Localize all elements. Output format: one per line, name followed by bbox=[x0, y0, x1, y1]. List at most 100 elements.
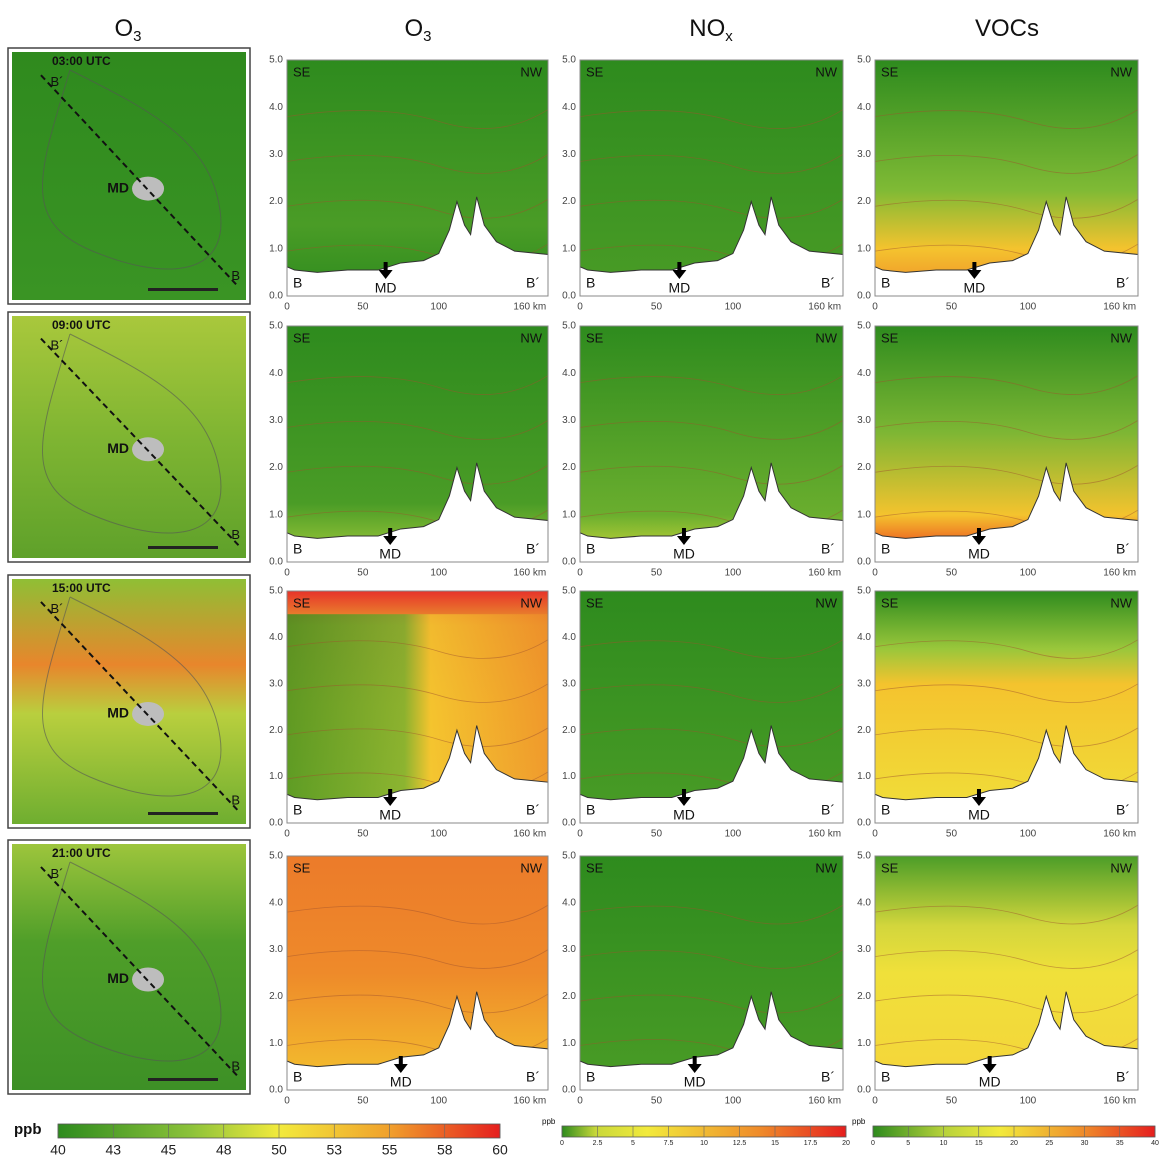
x-tick-label: 100 bbox=[725, 1096, 742, 1107]
isoline bbox=[579, 904, 844, 925]
label-b-prime: B´ bbox=[526, 275, 540, 291]
y-tick-label: 5.0 bbox=[269, 586, 283, 597]
label-b-prime: B´ bbox=[821, 541, 835, 557]
site-arrow bbox=[672, 262, 687, 279]
x-tick-label: 0 bbox=[872, 568, 878, 579]
y-tick-label: 3.0 bbox=[269, 415, 283, 426]
x-tick-label: 50 bbox=[946, 568, 958, 579]
label-se: SE bbox=[293, 595, 311, 610]
colorbar-tick-label: 50 bbox=[271, 1141, 287, 1157]
terrain bbox=[874, 462, 1139, 563]
label-b-prime: B´ bbox=[821, 275, 835, 291]
x-tick-label: 50 bbox=[651, 568, 663, 579]
site-arrow bbox=[687, 1056, 702, 1073]
y-tick-label: 2.0 bbox=[857, 196, 871, 207]
panel-frame bbox=[286, 59, 549, 297]
panel-frame bbox=[286, 590, 549, 824]
x-tick-label: 100 bbox=[1020, 302, 1037, 313]
label-nw: NW bbox=[815, 860, 837, 875]
y-tick-label: 0.0 bbox=[269, 557, 283, 568]
x-tick-label: 100 bbox=[430, 568, 447, 579]
label-nw: NW bbox=[520, 860, 542, 875]
x-tick-label: 50 bbox=[651, 1096, 663, 1107]
y-tick-label: 1.0 bbox=[269, 243, 283, 254]
x-tick-label: 0 bbox=[284, 829, 290, 840]
y-tick-label: 0.0 bbox=[857, 818, 871, 829]
y-tick-label: 5.0 bbox=[269, 321, 283, 332]
colorbar-tick-label: 43 bbox=[105, 1141, 121, 1157]
label-se: SE bbox=[293, 860, 311, 875]
label-b: B bbox=[293, 541, 302, 557]
label-se: SE bbox=[293, 330, 311, 345]
panel-frame bbox=[286, 855, 549, 1091]
scale-bar bbox=[148, 1078, 218, 1081]
label-b: B bbox=[881, 802, 890, 818]
y-tick-label: 3.0 bbox=[562, 678, 576, 689]
label-b: B bbox=[586, 541, 595, 557]
map-start: B´ bbox=[50, 337, 63, 352]
x-tick-label: 100 bbox=[725, 568, 742, 579]
terrain bbox=[874, 991, 1139, 1091]
transect bbox=[40, 866, 240, 1078]
colorbar-tick-label: 25 bbox=[1045, 1140, 1053, 1147]
colorbar-tick-label: 45 bbox=[161, 1141, 177, 1157]
y-tick-label: 2.0 bbox=[562, 725, 576, 736]
x-tick-label: 50 bbox=[357, 829, 369, 840]
y-tick-label: 1.0 bbox=[269, 1038, 283, 1049]
y-tick-label: 3.0 bbox=[857, 944, 871, 955]
map-start: B´ bbox=[50, 601, 63, 616]
label-se: SE bbox=[881, 595, 899, 610]
y-tick-label: 1.0 bbox=[857, 509, 871, 520]
isoline bbox=[579, 109, 844, 129]
isoline bbox=[286, 154, 549, 174]
label-b-prime: B´ bbox=[1116, 1069, 1130, 1085]
site-arrow bbox=[378, 262, 393, 279]
label-b-prime: B´ bbox=[526, 541, 540, 557]
y-tick-label: 2.0 bbox=[857, 462, 871, 473]
map-start: B´ bbox=[50, 866, 63, 881]
label-b: B bbox=[586, 1069, 595, 1085]
colorbar-tick-label: 53 bbox=[326, 1141, 342, 1157]
y-tick-label: 5.0 bbox=[562, 321, 576, 332]
y-tick-label: 4.0 bbox=[562, 632, 576, 643]
site-arrow bbox=[676, 789, 691, 806]
label-site: MD bbox=[390, 1074, 412, 1090]
x-tick-label: 0 bbox=[284, 302, 290, 313]
map-start: B´ bbox=[50, 74, 63, 89]
isoline bbox=[874, 154, 1139, 174]
y-tick-label: 5.0 bbox=[562, 586, 576, 597]
label-b-prime: B´ bbox=[526, 1069, 540, 1085]
isoline bbox=[874, 639, 1139, 659]
label-se: SE bbox=[881, 860, 899, 875]
y-tick-label: 0.0 bbox=[562, 291, 576, 302]
label-site: MD bbox=[673, 546, 695, 562]
x-tick-label: 0 bbox=[284, 568, 290, 579]
label-b: B bbox=[881, 541, 890, 557]
label-se: SE bbox=[586, 860, 604, 875]
label-site: MD bbox=[963, 280, 985, 296]
y-tick-label: 0.0 bbox=[857, 1085, 871, 1096]
colorbar-tick-label: 30 bbox=[1081, 1140, 1089, 1147]
isoline bbox=[286, 727, 549, 747]
x-tick-label: 100 bbox=[725, 302, 742, 313]
y-tick-label: 0.0 bbox=[269, 1085, 283, 1096]
label-nw: NW bbox=[815, 330, 837, 345]
colorbar-tick-label: 40 bbox=[1151, 1140, 1159, 1147]
isoline bbox=[286, 904, 549, 925]
label-b: B bbox=[586, 802, 595, 818]
label-nw: NW bbox=[520, 330, 542, 345]
y-tick-label: 2.0 bbox=[269, 991, 283, 1002]
y-tick-label: 2.0 bbox=[562, 462, 576, 473]
y-tick-label: 4.0 bbox=[562, 368, 576, 379]
label-b-prime: B´ bbox=[821, 1069, 835, 1085]
colorbar-tick-label: 35 bbox=[1116, 1140, 1124, 1147]
terrain bbox=[286, 991, 549, 1091]
colorbar-tick-label: 48 bbox=[216, 1141, 232, 1157]
colorbar-tick-label: 0 bbox=[560, 1140, 564, 1147]
x-tick-label: 50 bbox=[946, 829, 958, 840]
isoline bbox=[286, 949, 549, 969]
label-b-prime: B´ bbox=[526, 802, 540, 818]
y-tick-label: 3.0 bbox=[562, 149, 576, 160]
y-tick-label: 3.0 bbox=[857, 415, 871, 426]
x-tick-label: 160 km bbox=[1103, 302, 1136, 313]
